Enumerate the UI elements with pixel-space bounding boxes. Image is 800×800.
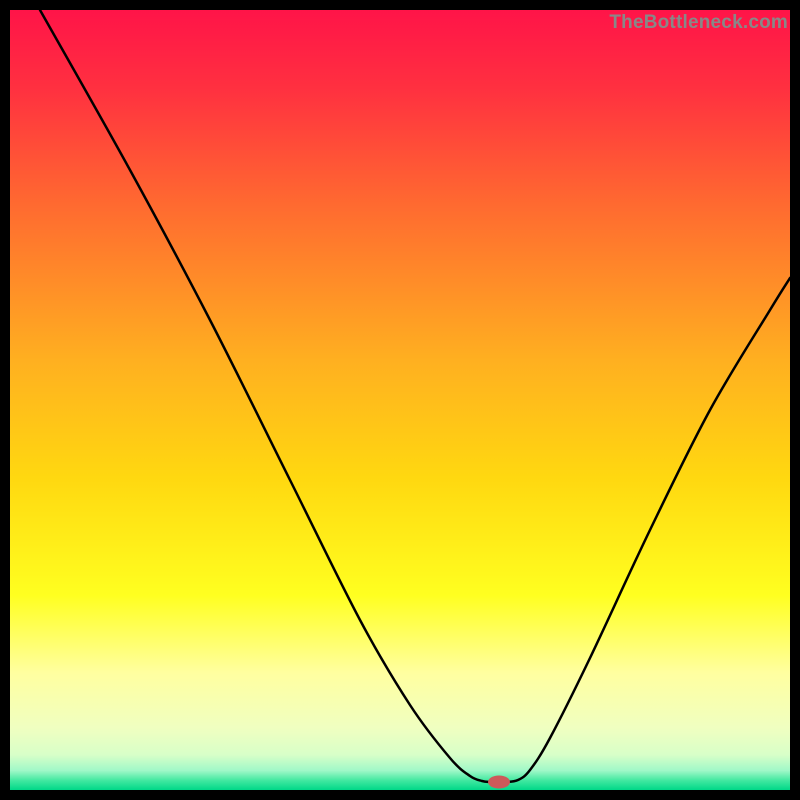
watermark-text: TheBottleneck.com <box>609 12 788 34</box>
optimal-point-marker <box>488 776 510 789</box>
gradient-background <box>10 10 790 790</box>
bottleneck-curve-chart <box>10 10 790 790</box>
chart-container: TheBottleneck.com <box>0 0 800 800</box>
plot-area <box>10 10 790 790</box>
